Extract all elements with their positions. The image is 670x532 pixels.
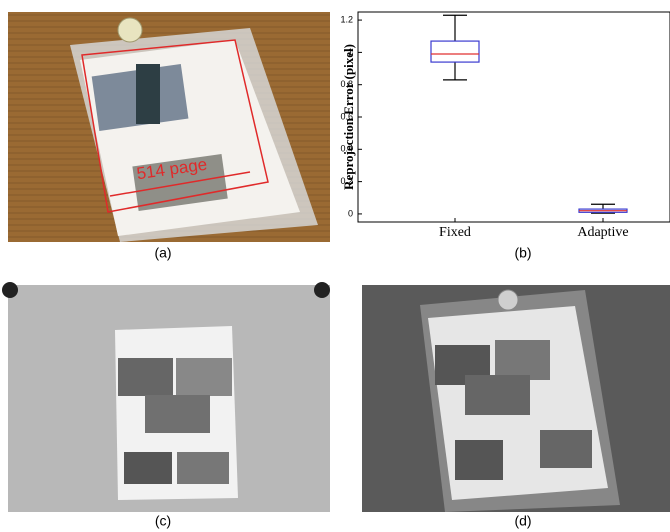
y-tick-label: 0.8	[340, 79, 353, 89]
panel-label: (a)	[154, 245, 171, 261]
y-tick-label: 1	[348, 47, 353, 57]
x-tick-label: Fixed	[439, 225, 471, 240]
y-tick-label: 0.6	[340, 111, 353, 121]
panel-label: (d)	[514, 513, 531, 529]
photo-c	[2, 282, 330, 512]
y-tick-label: 0.2	[340, 176, 353, 186]
y-tick-label: 1.2	[340, 14, 353, 24]
box	[430, 40, 480, 63]
y-tick-label: 0.4	[340, 144, 353, 154]
photo-d	[362, 285, 670, 512]
y-axis-label: Reprojection Error (pixel)	[341, 44, 356, 190]
plot-area	[357, 11, 670, 223]
photo-a: 514 page	[8, 12, 330, 242]
panel-label: (b)	[514, 245, 531, 261]
panel-label: (c)	[155, 513, 171, 529]
y-tick-label: 0	[348, 208, 353, 218]
x-tick-label: Adaptive	[577, 225, 628, 240]
